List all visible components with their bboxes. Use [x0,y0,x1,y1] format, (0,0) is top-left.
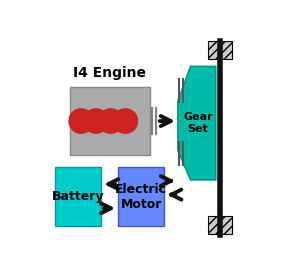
Circle shape [98,109,123,133]
Bar [70,87,149,155]
Polygon shape [178,66,216,180]
Circle shape [69,109,93,133]
Text: Battery: Battery [52,190,104,203]
Circle shape [113,109,138,133]
Text: Electric
Motor: Electric Motor [115,183,167,211]
Text: I4 Engine: I4 Engine [73,66,146,80]
Text: Gear
Set: Gear Set [183,112,213,134]
Bar [208,216,232,233]
Bar [208,41,232,59]
Bar [55,167,101,226]
Circle shape [84,109,108,133]
Bar [118,167,164,226]
